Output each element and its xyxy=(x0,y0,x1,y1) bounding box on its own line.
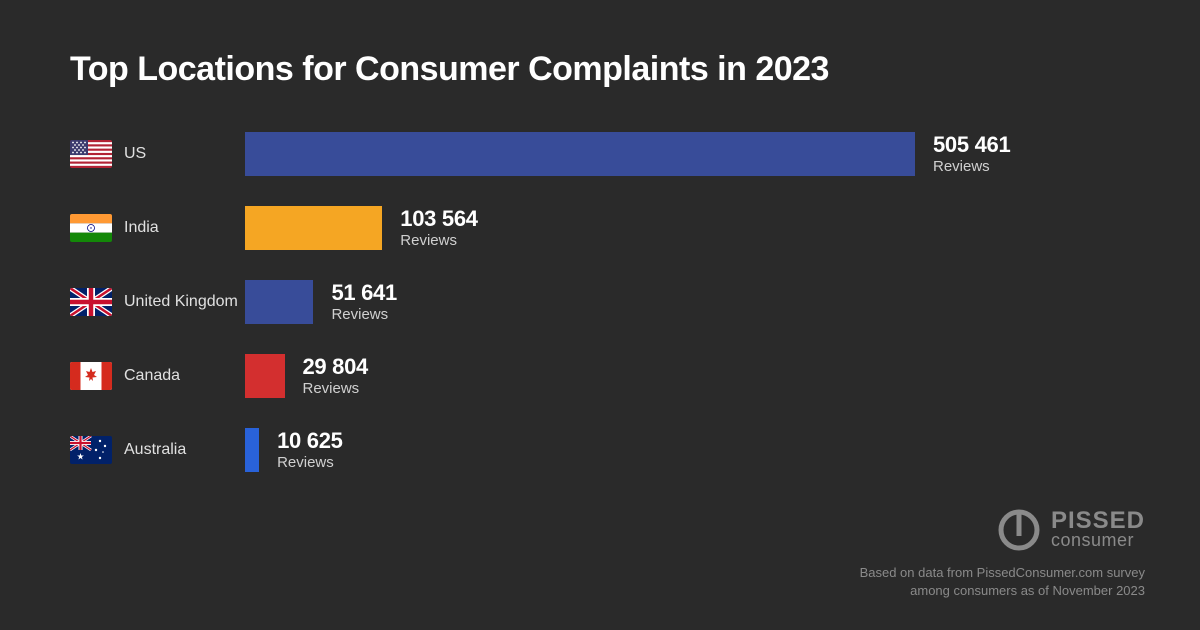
bar-area: 10 625 Reviews xyxy=(245,428,1130,472)
country-cell: Australia xyxy=(70,436,245,464)
attribution: Based on data from PissedConsumer.com su… xyxy=(860,564,1145,600)
value-number: 505 461 xyxy=(933,133,1010,157)
value-block: 10 625 Reviews xyxy=(277,429,343,470)
brand-line1: PISSED xyxy=(1051,510,1145,533)
country-cell: Canada xyxy=(70,362,245,390)
bar xyxy=(245,280,313,324)
bar-area: 505 461 Reviews xyxy=(245,132,1130,176)
attribution-line2: among consumers as of November 2023 xyxy=(860,582,1145,600)
value-label: Reviews xyxy=(303,380,369,397)
bar xyxy=(245,206,382,250)
country-label: Australia xyxy=(124,440,186,459)
value-block: 103 564 Reviews xyxy=(400,207,477,248)
bar-area: 51 641 Reviews xyxy=(245,280,1130,324)
bar-row-uk: United Kingdom 51 641 Reviews xyxy=(70,277,1130,327)
brand-line2: consumer xyxy=(1051,532,1134,549)
bar-row-canada: Canada 29 804 Reviews xyxy=(70,351,1130,401)
country-label: Canada xyxy=(124,366,180,385)
bar xyxy=(245,354,285,398)
bar-row-australia: Australia 10 625 Reviews xyxy=(70,425,1130,475)
country-cell: US xyxy=(70,140,245,168)
footer: PISSED consumer Based on data from Pisse… xyxy=(860,508,1145,600)
bar-row-us: US 505 461 Reviews xyxy=(70,129,1130,179)
value-label: Reviews xyxy=(277,454,343,471)
value-label: Reviews xyxy=(933,158,1010,175)
country-cell: India xyxy=(70,214,245,242)
bar-area: 103 564 Reviews xyxy=(245,206,1130,250)
chart-title: Top Locations for Consumer Complaints in… xyxy=(70,50,1130,89)
value-number: 10 625 xyxy=(277,429,343,453)
value-number: 51 641 xyxy=(331,281,397,305)
bar xyxy=(245,428,259,472)
flag-india-icon xyxy=(70,214,112,242)
flag-australia-icon xyxy=(70,436,112,464)
attribution-line1: Based on data from PissedConsumer.com su… xyxy=(860,564,1145,582)
brand-logo-text: PISSED consumer xyxy=(1051,510,1145,550)
brand-logo-icon xyxy=(997,508,1041,552)
flag-uk-icon xyxy=(70,288,112,316)
bar-chart: US 505 461 Reviews India xyxy=(70,129,1130,475)
value-block: 51 641 Reviews xyxy=(331,281,397,322)
brand-logo: PISSED consumer xyxy=(860,508,1145,552)
value-number: 29 804 xyxy=(303,355,369,379)
value-label: Reviews xyxy=(400,232,477,249)
value-block: 505 461 Reviews xyxy=(933,133,1010,174)
country-label: US xyxy=(124,144,146,163)
flag-us-icon xyxy=(70,140,112,168)
bar xyxy=(245,132,915,176)
country-label: United Kingdom xyxy=(124,292,238,311)
value-number: 103 564 xyxy=(400,207,477,231)
bar-row-india: India 103 564 Reviews xyxy=(70,203,1130,253)
bar-area: 29 804 Reviews xyxy=(245,354,1130,398)
value-block: 29 804 Reviews xyxy=(303,355,369,396)
value-label: Reviews xyxy=(331,306,397,323)
country-label: India xyxy=(124,218,159,237)
flag-canada-icon xyxy=(70,362,112,390)
country-cell: United Kingdom xyxy=(70,288,245,316)
